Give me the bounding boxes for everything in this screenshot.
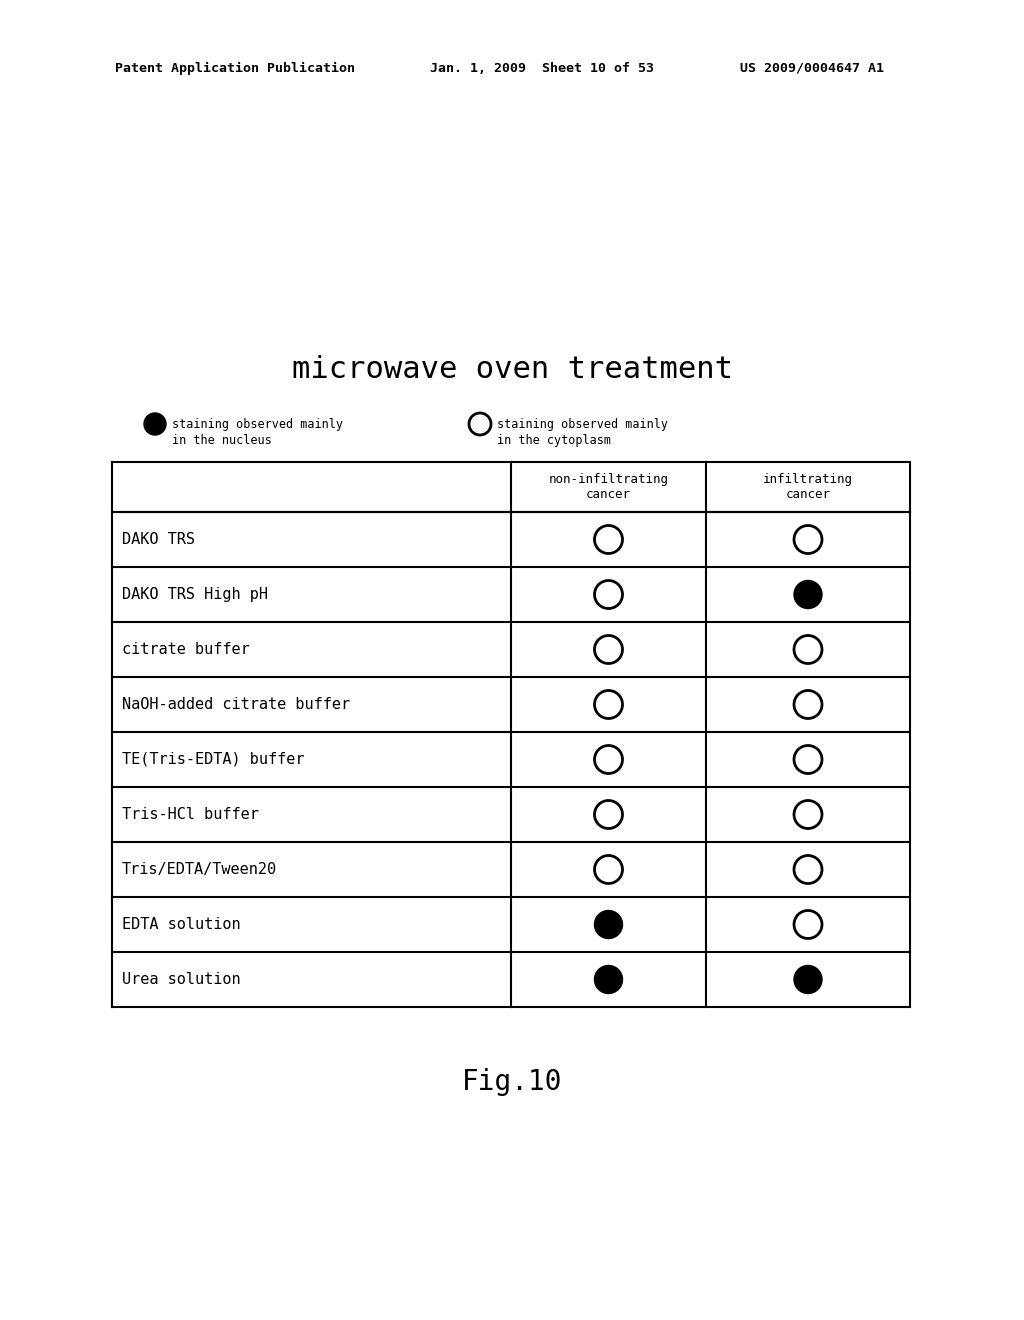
Text: non-infiltrating
cancer: non-infiltrating cancer — [549, 473, 669, 502]
Text: Patent Application Publication: Patent Application Publication — [115, 62, 355, 74]
Text: Urea solution: Urea solution — [122, 972, 241, 987]
Text: Fig.10: Fig.10 — [462, 1068, 562, 1096]
Text: Jan. 1, 2009  Sheet 10 of 53: Jan. 1, 2009 Sheet 10 of 53 — [430, 62, 654, 74]
Text: in the nucleus: in the nucleus — [172, 434, 271, 447]
Text: NaOH-added citrate buffer: NaOH-added citrate buffer — [122, 697, 350, 711]
Circle shape — [595, 911, 623, 939]
Text: in the cytoplasm: in the cytoplasm — [497, 434, 611, 447]
Text: staining observed mainly: staining observed mainly — [497, 418, 668, 432]
Circle shape — [794, 965, 822, 994]
Text: EDTA solution: EDTA solution — [122, 917, 241, 932]
Circle shape — [144, 413, 166, 436]
Text: TE(Tris-EDTA) buffer: TE(Tris-EDTA) buffer — [122, 752, 304, 767]
Text: US 2009/0004647 A1: US 2009/0004647 A1 — [740, 62, 884, 74]
Text: Tris-HCl buffer: Tris-HCl buffer — [122, 807, 259, 822]
Text: citrate buffer: citrate buffer — [122, 642, 250, 657]
Text: Tris/EDTA/Tween20: Tris/EDTA/Tween20 — [122, 862, 278, 876]
Text: microwave oven treatment: microwave oven treatment — [292, 355, 732, 384]
Circle shape — [794, 581, 822, 609]
Text: DAKO TRS High pH: DAKO TRS High pH — [122, 587, 268, 602]
Text: DAKO TRS: DAKO TRS — [122, 532, 195, 546]
Circle shape — [595, 965, 623, 994]
Text: infiltrating
cancer: infiltrating cancer — [763, 473, 853, 502]
Text: staining observed mainly: staining observed mainly — [172, 418, 343, 432]
